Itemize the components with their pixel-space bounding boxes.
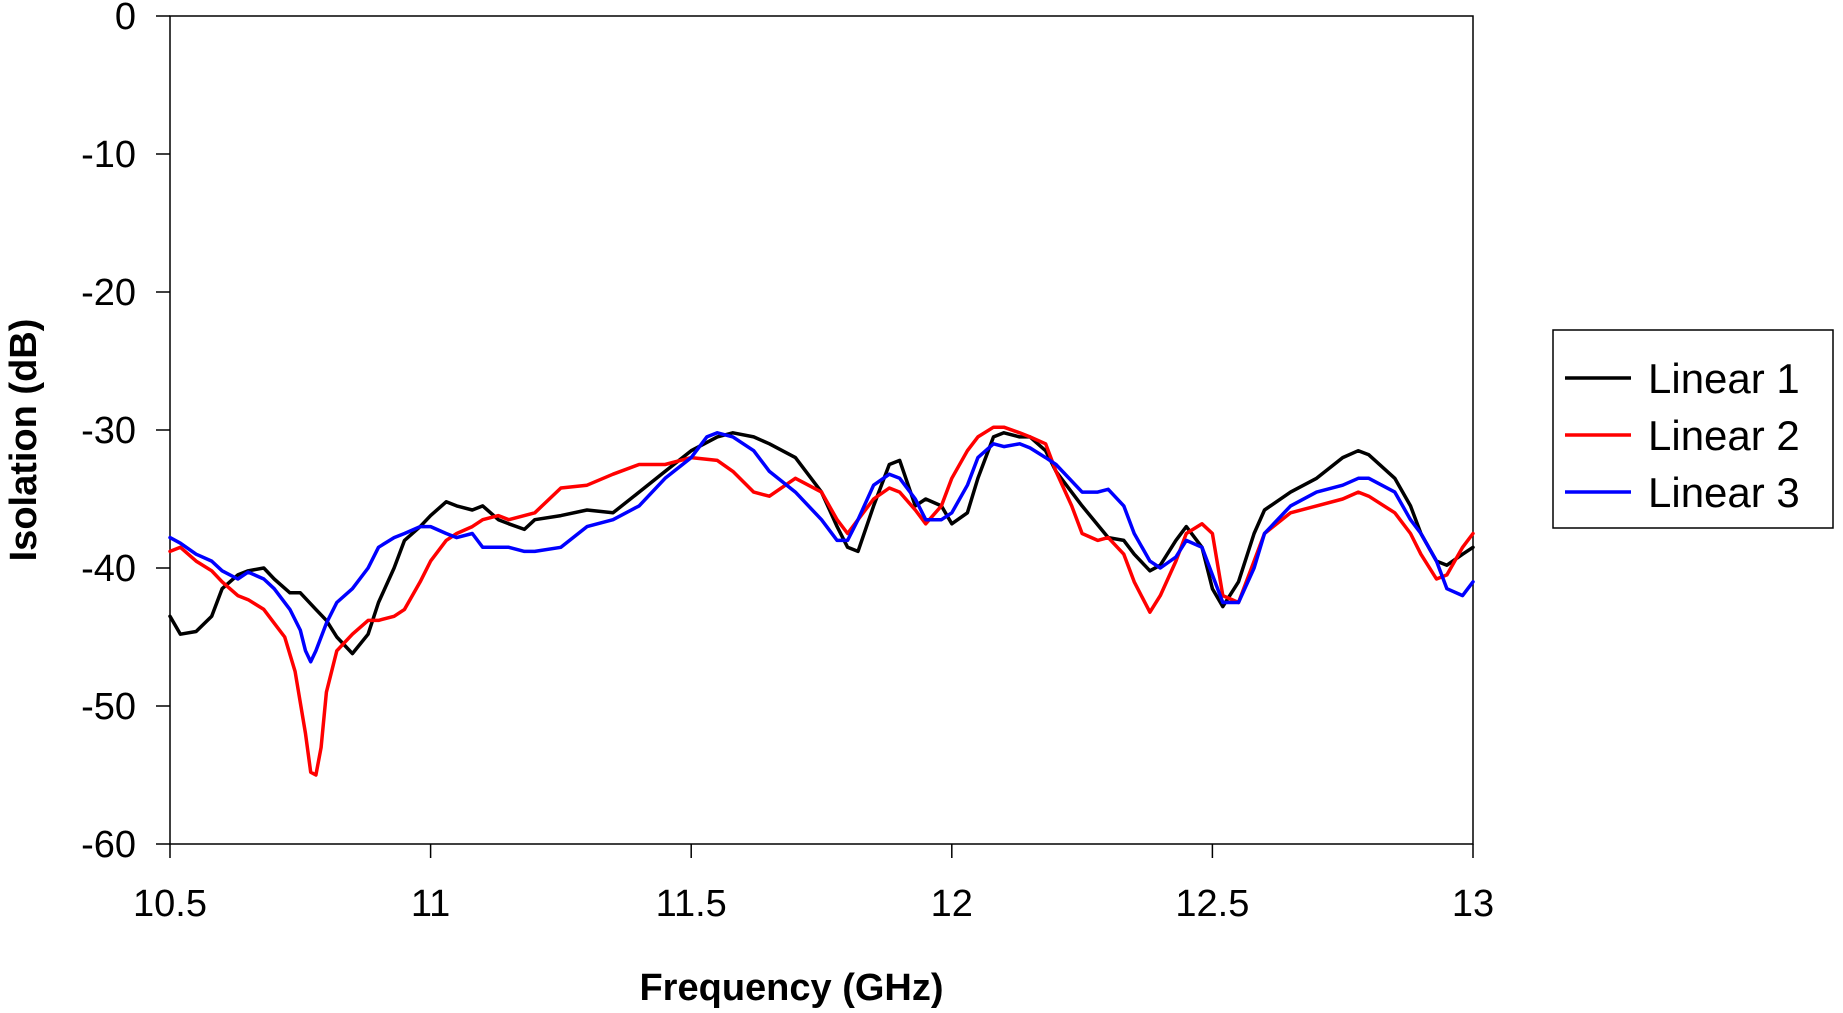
x-tick-label: 12 bbox=[931, 883, 973, 925]
x-axis: 10.5 11 11.5 12 12.5 13 bbox=[133, 844, 1494, 925]
series-line-3 bbox=[168, 431, 1475, 664]
y-tick-label: -50 bbox=[81, 686, 136, 728]
legend-label: Linear 1 bbox=[1648, 355, 1800, 402]
plot-area bbox=[168, 15, 1475, 845]
x-axis-title: Frequency (GHz) bbox=[639, 967, 943, 1009]
x-tick-label: 13 bbox=[1452, 883, 1494, 925]
x-tick-label: 11 bbox=[411, 883, 450, 925]
plot-frame bbox=[169, 15, 1474, 845]
legend-label: Linear 3 bbox=[1648, 469, 1800, 516]
y-tick-label: 0 bbox=[115, 0, 136, 38]
y-axis: 0 -10 -20 -30 -40 -50 -60 bbox=[81, 0, 170, 866]
legend-box bbox=[1552, 329, 1834, 529]
legend: Linear 1 Linear 2 Linear 3 bbox=[1552, 329, 1834, 529]
series-line-2 bbox=[168, 425, 1475, 777]
y-tick-label: -20 bbox=[81, 272, 136, 314]
x-tick-label: 12.5 bbox=[1175, 883, 1249, 925]
series-line-1 bbox=[168, 431, 1475, 656]
x-tick-label: 10.5 bbox=[133, 883, 207, 925]
x-tick-label: 11.5 bbox=[656, 883, 727, 925]
y-tick-label: -10 bbox=[81, 134, 136, 176]
y-tick-label: -30 bbox=[81, 410, 136, 452]
legend-label: Linear 2 bbox=[1648, 412, 1800, 459]
y-axis-title: Isolation (dB) bbox=[3, 319, 45, 562]
y-tick-label: -60 bbox=[81, 824, 136, 866]
y-tick-label: -40 bbox=[81, 548, 136, 590]
series-group bbox=[168, 425, 1475, 777]
